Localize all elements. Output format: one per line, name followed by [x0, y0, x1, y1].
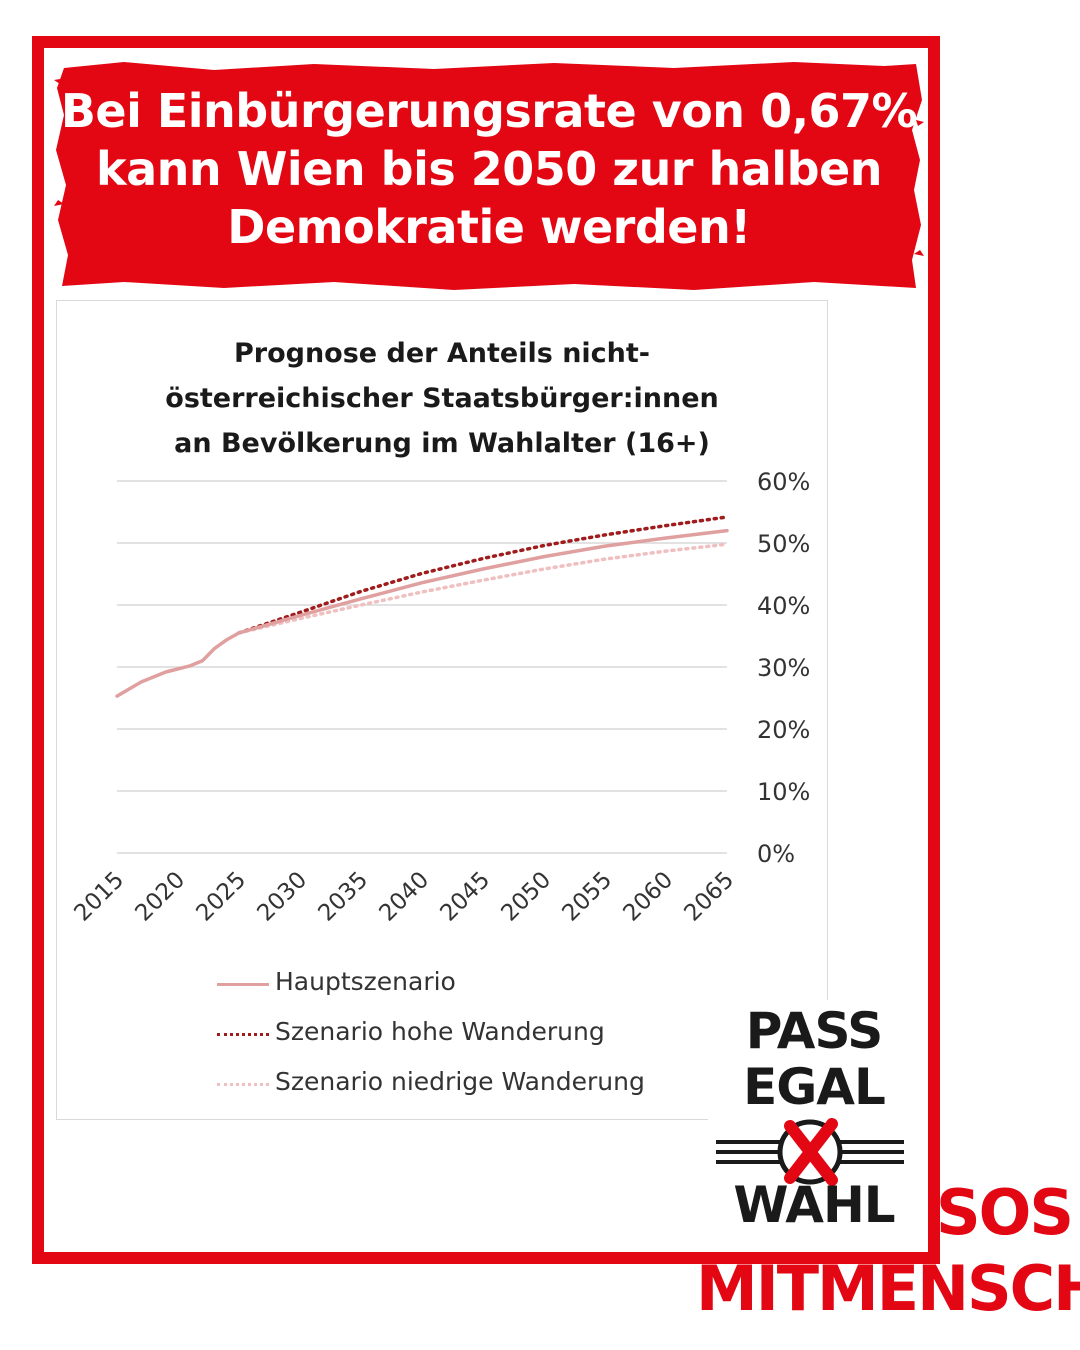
- sos-logo-line2: MITMENSCH: [696, 1252, 1080, 1325]
- x-tick-label: 2060: [618, 867, 678, 927]
- legend-item-high: Szenario hohe Wanderung: [217, 1011, 737, 1061]
- ballot-cross-icon: [716, 1118, 904, 1186]
- x-tick-label: 2040: [374, 867, 434, 927]
- headline-banner: Bei Einbürgerungsrate von 0,67% kann Wie…: [54, 60, 924, 292]
- y-tick-label: 50%: [757, 530, 810, 558]
- sos-logo-line1: SOS: [936, 1176, 1074, 1249]
- legend-swatch-low: [217, 1083, 269, 1086]
- logo-word-pass: PASS: [745, 1002, 884, 1060]
- y-tick-label: 60%: [757, 468, 810, 496]
- legend-label-low: Szenario niedrige Wanderung: [275, 1067, 645, 1096]
- legend-item-low: Szenario niedrige Wanderung: [217, 1061, 737, 1111]
- chart-card: Prognose der Anteils nicht- österreichis…: [56, 300, 828, 1120]
- logo-word-wahl: WAHL: [733, 1176, 895, 1234]
- brush-stroke-background: [54, 62, 924, 290]
- legend-label-main: Hauptszenario: [275, 967, 456, 996]
- series-line-high: [237, 515, 729, 635]
- y-tick-label: 30%: [757, 654, 810, 682]
- x-tick-label: 2065: [679, 867, 739, 927]
- headline: Bei Einbürgerungsrate von 0,67% kann Wie…: [60, 84, 918, 254]
- logo-word-egal: EGAL: [743, 1058, 886, 1116]
- x-tick-label: 2030: [252, 867, 312, 927]
- legend-swatch-high: [217, 1033, 269, 1036]
- line-chart: 60% 50% 40% 30% 20% 10% 0% 2015 2020 2025 2030 2035…: [69, 468, 810, 927]
- red-frame: [32, 36, 940, 1264]
- x-tick-label: 2020: [130, 867, 190, 927]
- x-tick-label: 2015: [69, 867, 129, 927]
- y-tick-label: 20%: [757, 716, 810, 744]
- chart-title: Prognose der Anteils nicht- österreichis…: [165, 338, 719, 459]
- x-tick-label: 2055: [557, 867, 617, 927]
- x-tick-label: 2045: [435, 867, 495, 927]
- y-tick-label: 0%: [757, 840, 795, 868]
- pass-egal-wahl-logo: PASS EGAL WAHL: [708, 1000, 920, 1238]
- legend-label-high: Szenario hohe Wanderung: [275, 1017, 605, 1046]
- series-line-low: [237, 542, 729, 635]
- x-tick-label: 2050: [496, 867, 556, 927]
- x-tick-label: 2035: [313, 867, 373, 927]
- legend-item-main: Hauptszenario: [217, 961, 737, 1011]
- y-tick-label: 10%: [757, 778, 810, 806]
- x-tick-label: 2025: [191, 867, 251, 927]
- legend-swatch-main: [217, 983, 269, 986]
- series-line-main: [115, 528, 729, 698]
- chart-legend: Hauptszenario Szenario hohe Wanderung Sz…: [217, 961, 737, 1111]
- y-tick-label: 40%: [757, 592, 810, 620]
